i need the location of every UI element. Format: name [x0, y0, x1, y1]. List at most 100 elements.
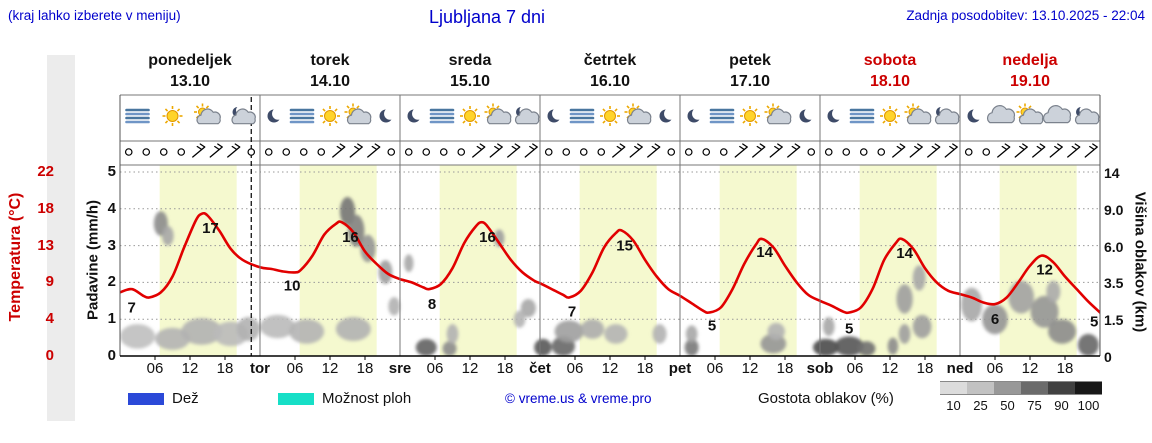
calm-wind-icon [282, 148, 291, 156]
density-step-value: 50 [1000, 398, 1015, 413]
moon-icon [967, 107, 985, 123]
last-updated: Zadnja posodobitev: 13.10.2025 - 22:04 [906, 8, 1145, 23]
copyright-link[interactable]: © vreme.us & vreme.pro [505, 391, 652, 406]
svg-text:12: 12 [1036, 262, 1053, 279]
precip-tick: 3 [107, 236, 116, 254]
moon-icon [827, 107, 845, 123]
moon-icon [547, 107, 565, 123]
density-step-value: 100 [1077, 398, 1100, 413]
wind-barb-icon [227, 143, 241, 158]
svg-text:14: 14 [896, 245, 913, 262]
left-frame-strip [47, 55, 75, 421]
x-day-label: ned [946, 360, 974, 377]
calm-wind-icon [877, 148, 886, 156]
cloud-tick: 0 [1104, 349, 1112, 365]
svg-text:7: 7 [127, 299, 135, 316]
showers-legend-swatch [278, 393, 314, 405]
day-date: 17.10 [729, 73, 771, 90]
wind-barb-icon [944, 143, 958, 158]
daylight-bands [159, 165, 1077, 356]
calm-wind-icon [719, 148, 728, 156]
cloud-tick: 14 [1104, 165, 1120, 181]
x-hour-label: 06 [846, 360, 864, 377]
fog-icon [289, 108, 315, 124]
temp-tick: 13 [37, 236, 54, 254]
x-hour-label: 18 [216, 360, 234, 377]
wind-barb-icon [1014, 143, 1028, 158]
density-step-swatch [967, 381, 994, 395]
day-name: četrtek [583, 52, 637, 69]
calm-wind-icon [439, 148, 448, 156]
x-hour-label: 18 [356, 360, 374, 377]
calm-wind-icon [404, 148, 413, 156]
wind-barb-icon [892, 143, 906, 158]
sun-cloud-icon [194, 103, 221, 125]
calm-wind-icon [544, 148, 553, 156]
wind-barb-icon [769, 143, 783, 158]
x-hour-label: 18 [636, 360, 654, 377]
cloud-icon [986, 105, 1016, 124]
page-title: Ljubljana 7 dni [428, 7, 546, 27]
fog-icon [709, 108, 735, 124]
calm-wind-icon [684, 148, 693, 156]
wind-barb-icon [192, 143, 206, 158]
x-hour-label: 06 [986, 360, 1004, 377]
x-day-label: čet [529, 360, 551, 377]
density-step-value: 90 [1054, 398, 1069, 413]
cloud-tick: 3.5 [1104, 275, 1124, 292]
sun-cloud-icon [764, 103, 792, 125]
svg-text:5: 5 [1090, 313, 1098, 330]
calm-wind-icon [124, 148, 133, 156]
calm-wind-icon [579, 148, 588, 156]
wind-barb-icon [349, 143, 363, 158]
cloud-tick: 1.5 [1104, 312, 1124, 329]
wind-barb-icon [927, 143, 941, 158]
wind-barb-icon [1049, 143, 1063, 158]
day-header: sobota 18.10 [820, 50, 960, 92]
sun-cloud-icon [904, 103, 932, 125]
wind-barb-icon [647, 143, 661, 158]
precip-tick: 1 [107, 310, 116, 328]
wind-barb-icon [1067, 143, 1081, 158]
day-date: 15.10 [449, 73, 491, 90]
precip-tick: 0 [107, 347, 116, 364]
showers-legend-label: Možnost ploh [322, 390, 412, 407]
sun-icon [320, 106, 340, 126]
svg-text:14: 14 [756, 244, 773, 261]
precip-tick: 4 [107, 199, 116, 217]
wind-barb-icon [472, 143, 486, 158]
temp-tick: 4 [45, 310, 54, 328]
fog-icon [849, 108, 875, 124]
density-step-value: 10 [946, 398, 961, 413]
weather-icons-row [125, 103, 1100, 126]
density-step-swatch [940, 381, 967, 395]
wind-barb-icon [209, 143, 223, 158]
calm-wind-icon [422, 148, 431, 156]
wind-barb-icon [367, 143, 381, 158]
day-name: torek [310, 52, 350, 69]
fog-icon [569, 108, 595, 124]
x-hour-label: 18 [1056, 360, 1074, 377]
wind-barb-icon [629, 143, 643, 158]
wind-barb-icon [489, 143, 503, 158]
wind-barb-icon [332, 143, 346, 158]
temp-tick: 18 [37, 199, 54, 217]
x-hour-label: 12 [741, 360, 759, 377]
cloud-icon [1042, 105, 1072, 124]
sun-icon [600, 106, 620, 126]
temp-tick: 0 [45, 347, 54, 364]
calm-wind-icon [142, 148, 151, 156]
wind-barb-icon [524, 143, 538, 158]
cloud-cover-layer [120, 197, 1099, 356]
calm-wind-icon [842, 148, 851, 156]
moon-icon [407, 107, 425, 123]
moon-cloud-icon [231, 105, 256, 125]
moon-icon [687, 107, 705, 123]
temp-tick: 9 [45, 273, 54, 291]
day-date: 18.10 [869, 73, 911, 90]
calm-wind-icon [299, 148, 308, 156]
calm-wind-icon [457, 148, 466, 156]
fog-icon [125, 108, 150, 124]
calm-wind-icon [859, 148, 868, 156]
